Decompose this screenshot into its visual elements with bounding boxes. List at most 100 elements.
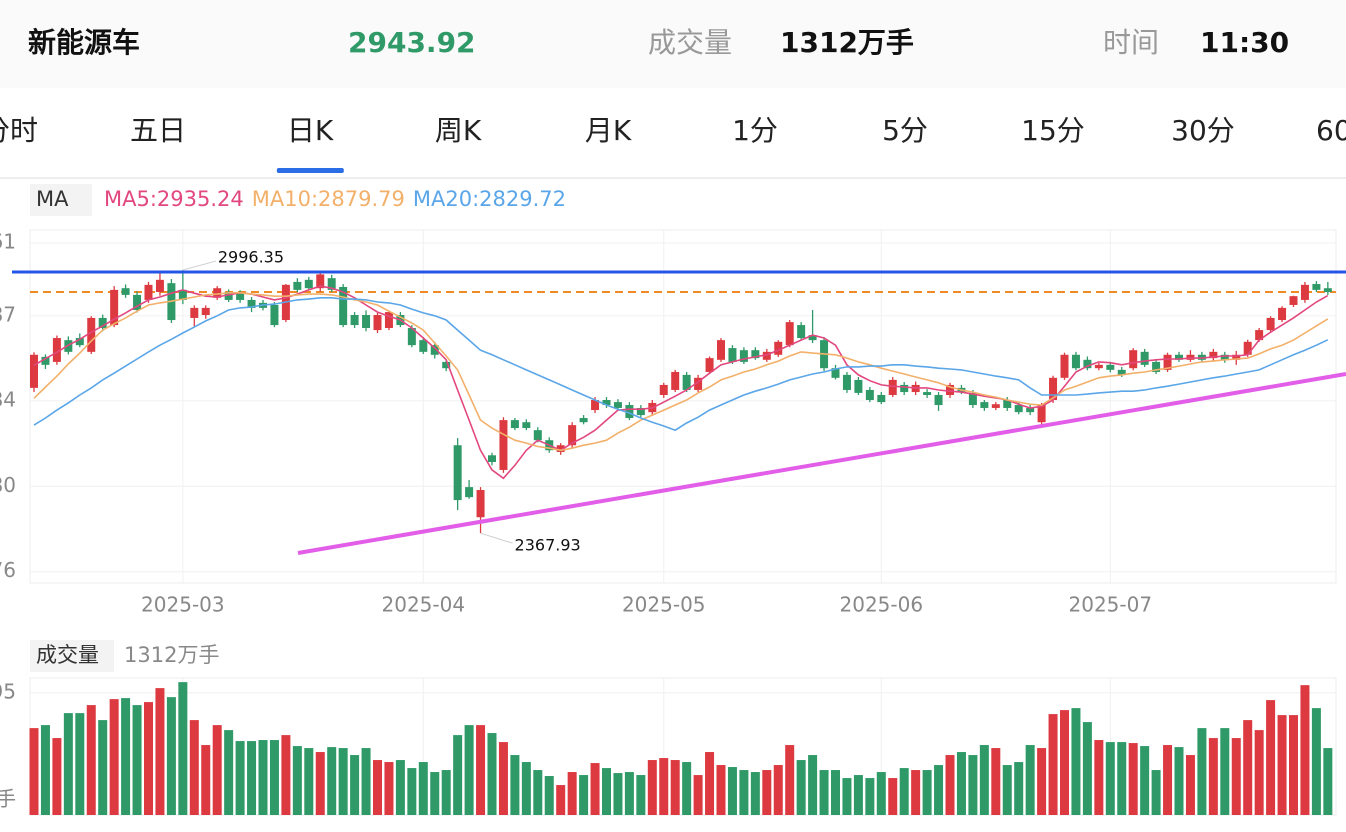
tab[interactable]: 五日 [130, 114, 186, 147]
volume-bar [1048, 714, 1058, 815]
volume-bar [247, 741, 257, 815]
candle-body [1209, 351, 1218, 359]
tab[interactable]: 月K [585, 114, 632, 147]
volume-bar [1140, 746, 1150, 815]
volume-bar [934, 765, 944, 815]
volume-title-box [30, 640, 114, 672]
volume-bar [258, 740, 268, 815]
volume-bar [590, 763, 600, 815]
candle-body [591, 400, 600, 411]
annotation-leader [480, 532, 513, 544]
candle-body [705, 358, 714, 372]
ma-line [33, 285, 1329, 480]
volume-bar [1220, 728, 1230, 815]
x-tick-label: 2025-04 [382, 593, 466, 617]
volume-bar [304, 748, 314, 815]
price-plot-frame [29, 229, 1337, 584]
candle-body [488, 455, 496, 462]
volume-title: 成交量 [36, 643, 99, 667]
candle-body [1175, 354, 1183, 360]
tab[interactable]: 30分 [1171, 114, 1235, 147]
volume-bar [510, 755, 520, 815]
volume-bar [521, 762, 531, 815]
candle-body [625, 405, 634, 419]
volume-bar [407, 768, 417, 815]
volume-bar [705, 752, 715, 815]
tab[interactable]: 周K [435, 114, 482, 147]
volume-bar [1002, 765, 1012, 815]
header-bg [0, 0, 1346, 88]
volume-bar [453, 735, 463, 815]
volume-bar [144, 702, 153, 815]
candle-body [785, 322, 794, 346]
tab[interactable]: 日K [287, 114, 334, 147]
candle-body [1071, 354, 1080, 369]
candle-body [900, 384, 909, 393]
tab[interactable]: 60分 [1316, 114, 1346, 147]
candle-body [808, 335, 817, 341]
candle-body [1255, 330, 1264, 341]
volume-bar [269, 740, 279, 815]
candle-body [1049, 377, 1058, 401]
stock-name: 新能源车 [28, 26, 140, 59]
volume-bar [1151, 770, 1161, 815]
candle-body [1094, 364, 1103, 369]
indicator-box [30, 184, 92, 216]
candle-body [476, 490, 485, 518]
volume-bar [487, 733, 497, 815]
volume-bar [441, 770, 451, 815]
candle-body [934, 394, 943, 406]
candle-body [797, 325, 806, 339]
candle-body [671, 371, 680, 390]
plot-area: 3061 2887 2684 2480 2276 2395 2025-03 2025-04 20… [0, 229, 1337, 816]
volume-bar [121, 698, 131, 815]
volume-bar [613, 773, 623, 815]
volume-bar [727, 767, 737, 815]
tab[interactable]: 5分 [882, 114, 928, 147]
candle-body [178, 289, 187, 300]
candle-body [384, 312, 393, 328]
volume-bar [647, 760, 657, 815]
volume-bar [212, 725, 222, 815]
candle-body [110, 289, 119, 326]
volume-bar [750, 772, 760, 815]
volume-bar [636, 775, 646, 815]
volume-bar [476, 725, 486, 815]
volume-bar [86, 705, 96, 815]
candle-body [946, 384, 954, 395]
volume-bar [796, 760, 806, 815]
candle-body [991, 404, 1000, 408]
candle-body [75, 338, 84, 346]
candle-body [327, 278, 336, 290]
tab[interactable]: 1分 [732, 114, 778, 147]
tab[interactable]: 分时 [0, 114, 38, 147]
candle-body [1220, 354, 1229, 360]
candle-body [41, 356, 50, 365]
candle-body [304, 279, 313, 289]
candle-body [579, 418, 588, 423]
volume-bar [911, 770, 921, 815]
volume-bar [693, 775, 703, 815]
candle-body [762, 351, 771, 360]
volume-bar [201, 745, 211, 815]
candle-body [213, 288, 222, 298]
candle-body [373, 315, 382, 331]
volume-bar [1197, 728, 1207, 815]
volume-bar [899, 768, 909, 815]
candle-body [1106, 364, 1115, 370]
x-tick-label: 2025-06 [840, 593, 924, 617]
tab[interactable]: 15分 [1021, 114, 1085, 147]
candle-body [236, 292, 245, 300]
volume-bar [602, 768, 611, 815]
volume-bar [1094, 740, 1104, 815]
volume-bar [1231, 738, 1241, 815]
y-tick-label: 2395 [0, 679, 16, 703]
volume-bar [155, 688, 165, 815]
y-tick-label: 2276 [0, 558, 16, 582]
candle-body [865, 389, 874, 401]
candle-body [144, 284, 153, 300]
volume-bar [235, 741, 245, 815]
volume-bar [498, 742, 508, 815]
volume-bar [888, 778, 898, 815]
